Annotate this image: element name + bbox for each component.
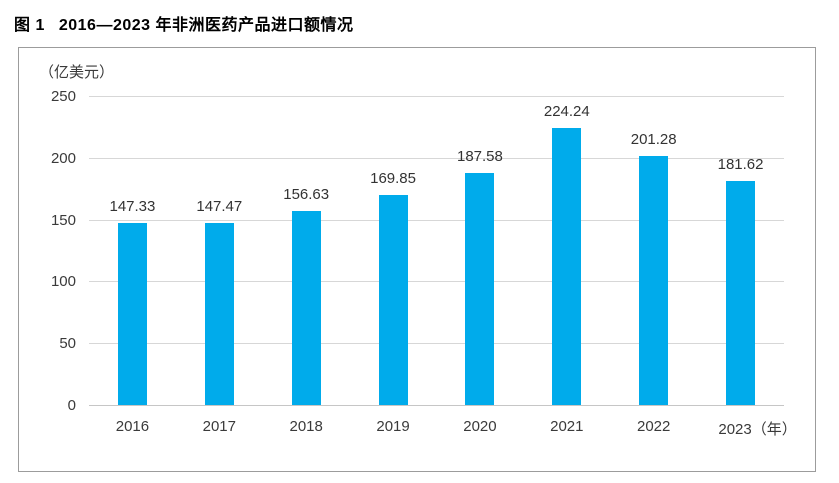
y-axis-tick-label: 200: [50, 149, 76, 167]
gridline-250: [89, 96, 784, 97]
gridline-200: [89, 157, 784, 159]
bar-2023: [726, 180, 756, 405]
x-axis-tick-label: 2016: [115, 418, 150, 435]
y-axis-unit-label: （亿美元）: [39, 64, 115, 81]
bar-2022: [639, 156, 669, 405]
bar-chart-plot-area: 0 50 100 150 200 250 147.33 2016 147.47 2017 156.6…: [19, 48, 815, 471]
bar-value-label: 169.85: [370, 170, 417, 188]
gridline-150: [89, 219, 784, 221]
bar-2017: [204, 222, 234, 405]
x-axis-tick-label: 2019: [376, 418, 410, 435]
x-axis-tick-label: 2020: [463, 418, 497, 435]
bar-value-label: 181.62: [717, 155, 764, 173]
bar-2016: [117, 222, 147, 405]
bar-value-label: 201.28: [630, 131, 677, 149]
bar-2021: [552, 127, 582, 405]
figure-number: 图 1: [14, 17, 45, 34]
figure-title: 图 1 2016—2023 年非洲医药产品进口额情况: [14, 11, 354, 35]
figure-title-text: 2016—2023 年非洲医药产品进口额情况: [58, 17, 354, 34]
y-axis-tick-label: 100: [50, 273, 76, 291]
y-axis-tick-label: 50: [59, 335, 76, 353]
bar-value-label: 224.24: [543, 102, 590, 120]
chart-frame: （亿美元） 0 50 100 150 200 250 147.33 2016 147.47 201…: [18, 47, 816, 472]
x-axis-tick-label: 2017: [202, 418, 236, 435]
bar-2019: [378, 195, 408, 405]
x-axis-tick-label: 2023（年）: [718, 421, 797, 438]
y-axis-tick-label: 0: [67, 397, 76, 414]
gridline-0: [89, 405, 784, 406]
bar-value-label: 187.58: [456, 148, 503, 166]
bar-value-label: 156.63: [283, 186, 330, 204]
gridline-50: [89, 343, 784, 345]
bar-2020: [465, 173, 495, 405]
x-axis-tick-label: 2018: [289, 418, 323, 435]
x-axis-tick-label: 2022: [637, 418, 671, 435]
y-axis-tick-label: 250: [50, 88, 76, 105]
bar-value-label: 147.47: [196, 197, 243, 215]
gridline-100: [89, 281, 784, 283]
bar-value-label: 147.33: [109, 197, 156, 215]
y-axis-tick-label: 150: [50, 211, 76, 229]
bar-2018: [291, 211, 321, 405]
x-axis-tick-label: 2021: [550, 418, 584, 435]
